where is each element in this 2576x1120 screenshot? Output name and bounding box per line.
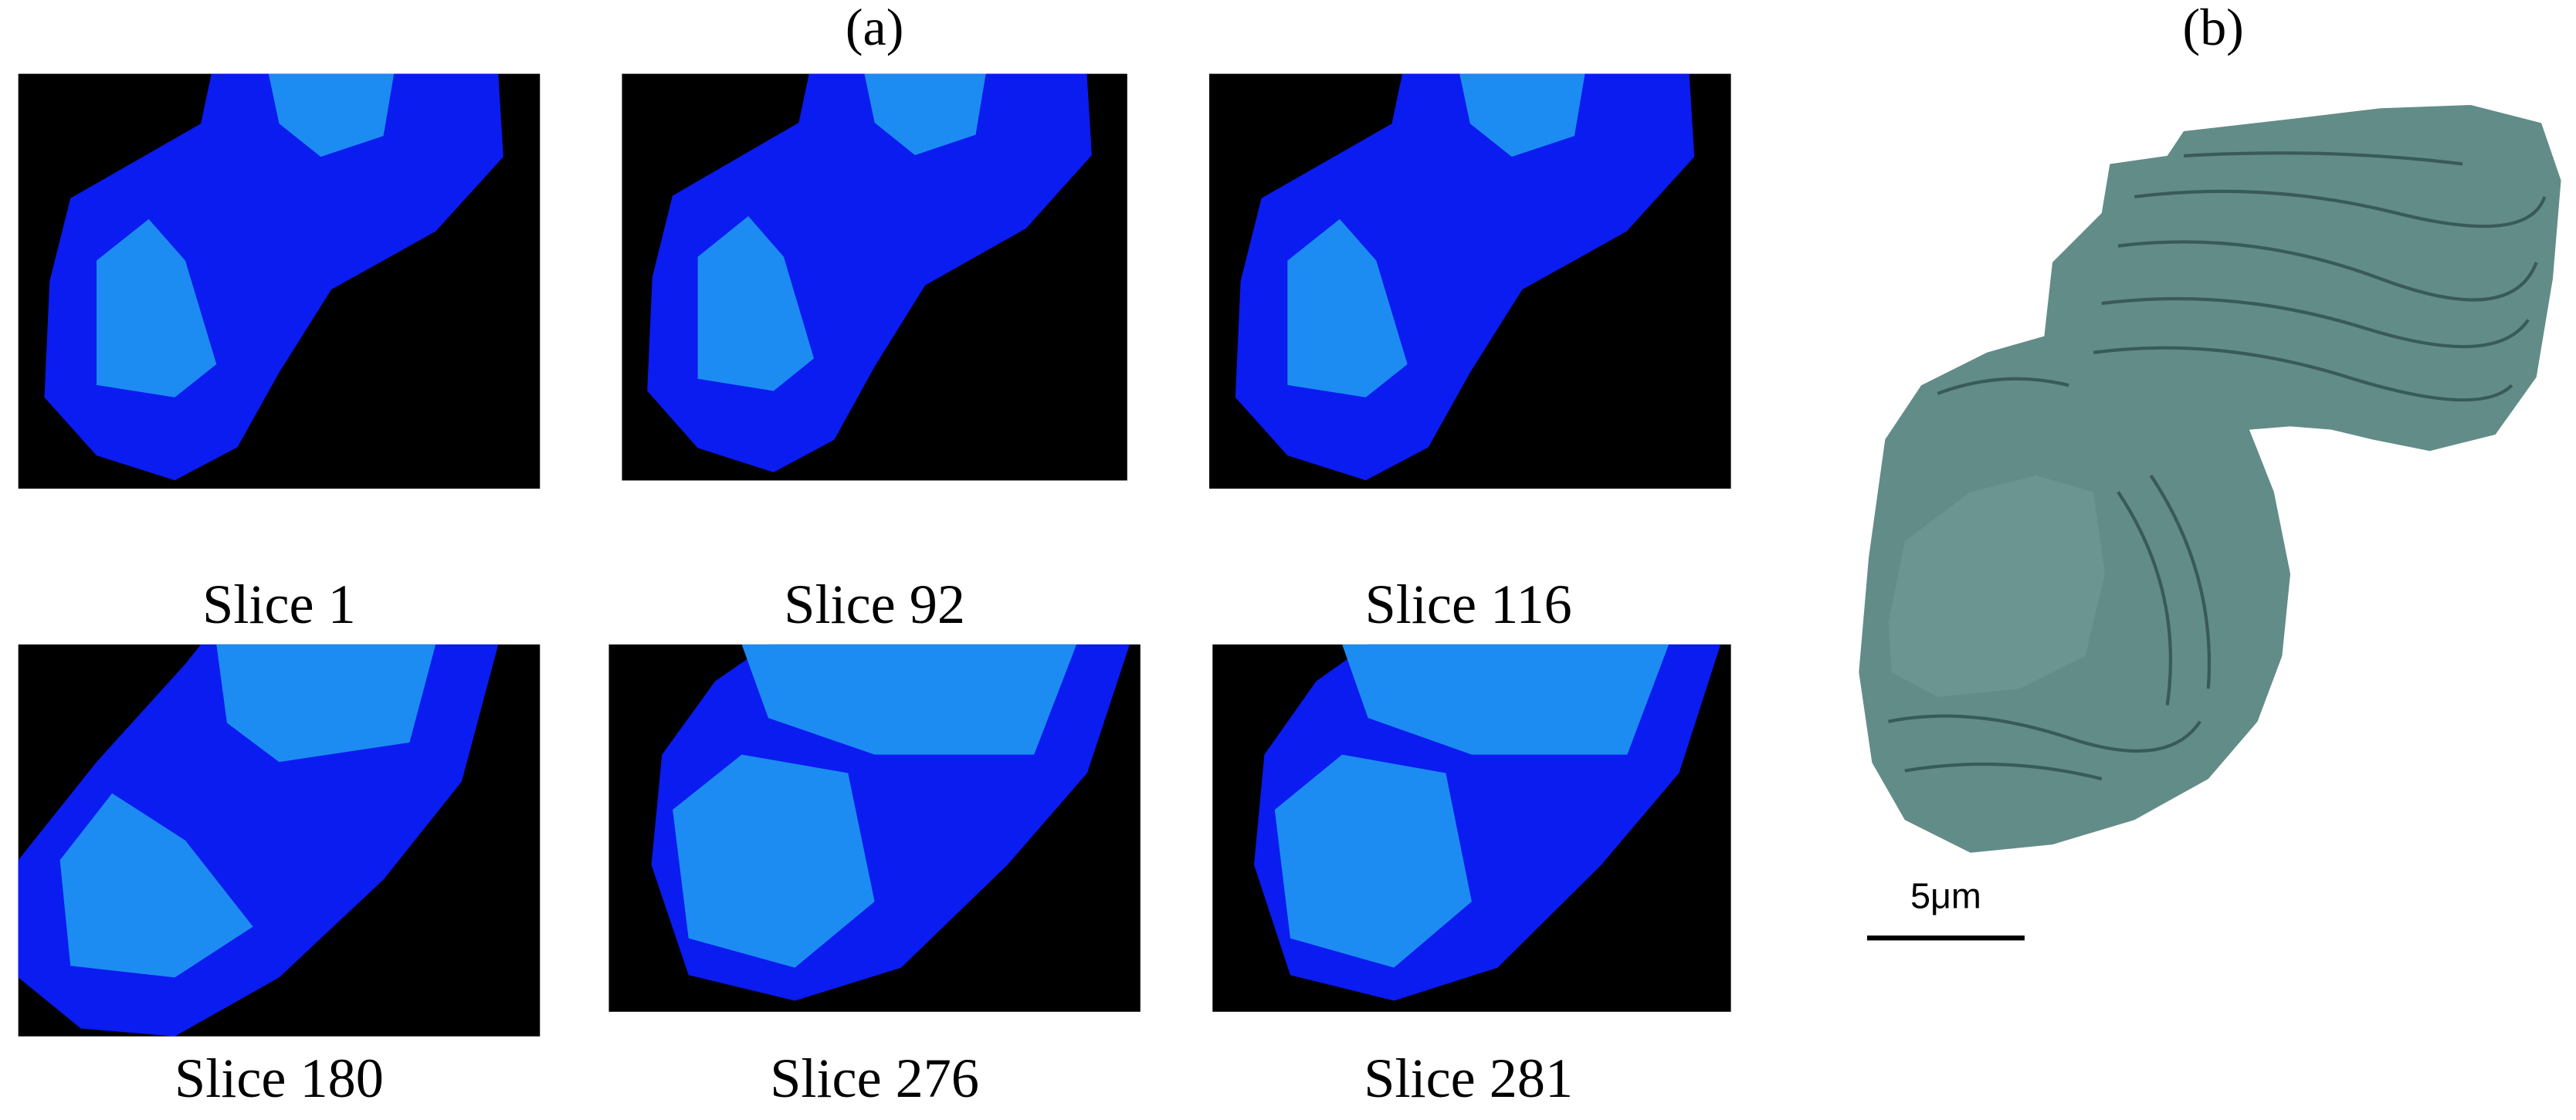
slice-panel — [18, 73, 541, 489]
particle-surface — [1859, 104, 2561, 853]
slice-panel — [622, 73, 1127, 481]
slice-label: Slice 92 — [784, 574, 965, 635]
inner-region — [1459, 73, 1585, 157]
slice-label: Slice 116 — [1365, 574, 1572, 635]
scale-bar-label: 5μm — [1910, 876, 1981, 916]
inner-region — [1274, 754, 1472, 968]
surface-texture — [1888, 151, 2547, 781]
slice-panel — [1212, 644, 1731, 1012]
inner-region — [1287, 218, 1408, 398]
inner-region — [673, 754, 875, 968]
slice-label: Slice 276 — [770, 1047, 979, 1109]
slice-panel — [1209, 73, 1731, 489]
inner-region — [268, 73, 395, 157]
3d-render — [1859, 104, 2561, 853]
slice-panel — [18, 644, 541, 1037]
slice-label: Slice 1 — [202, 574, 356, 635]
inner-region — [97, 218, 217, 398]
inner-region — [216, 644, 436, 763]
particle-face — [1888, 475, 2105, 697]
slice-panel — [608, 644, 1141, 1012]
panel-label: (b) — [2183, 0, 2244, 56]
inner-region — [741, 644, 1077, 755]
panel-label: (a) — [846, 0, 903, 56]
slice-label: Slice 180 — [175, 1047, 384, 1109]
inner-region — [59, 793, 253, 978]
inner-region — [1342, 644, 1669, 755]
inner-region — [697, 216, 815, 391]
inner-region — [864, 73, 986, 155]
slice-label: Slice 281 — [1364, 1047, 1573, 1109]
